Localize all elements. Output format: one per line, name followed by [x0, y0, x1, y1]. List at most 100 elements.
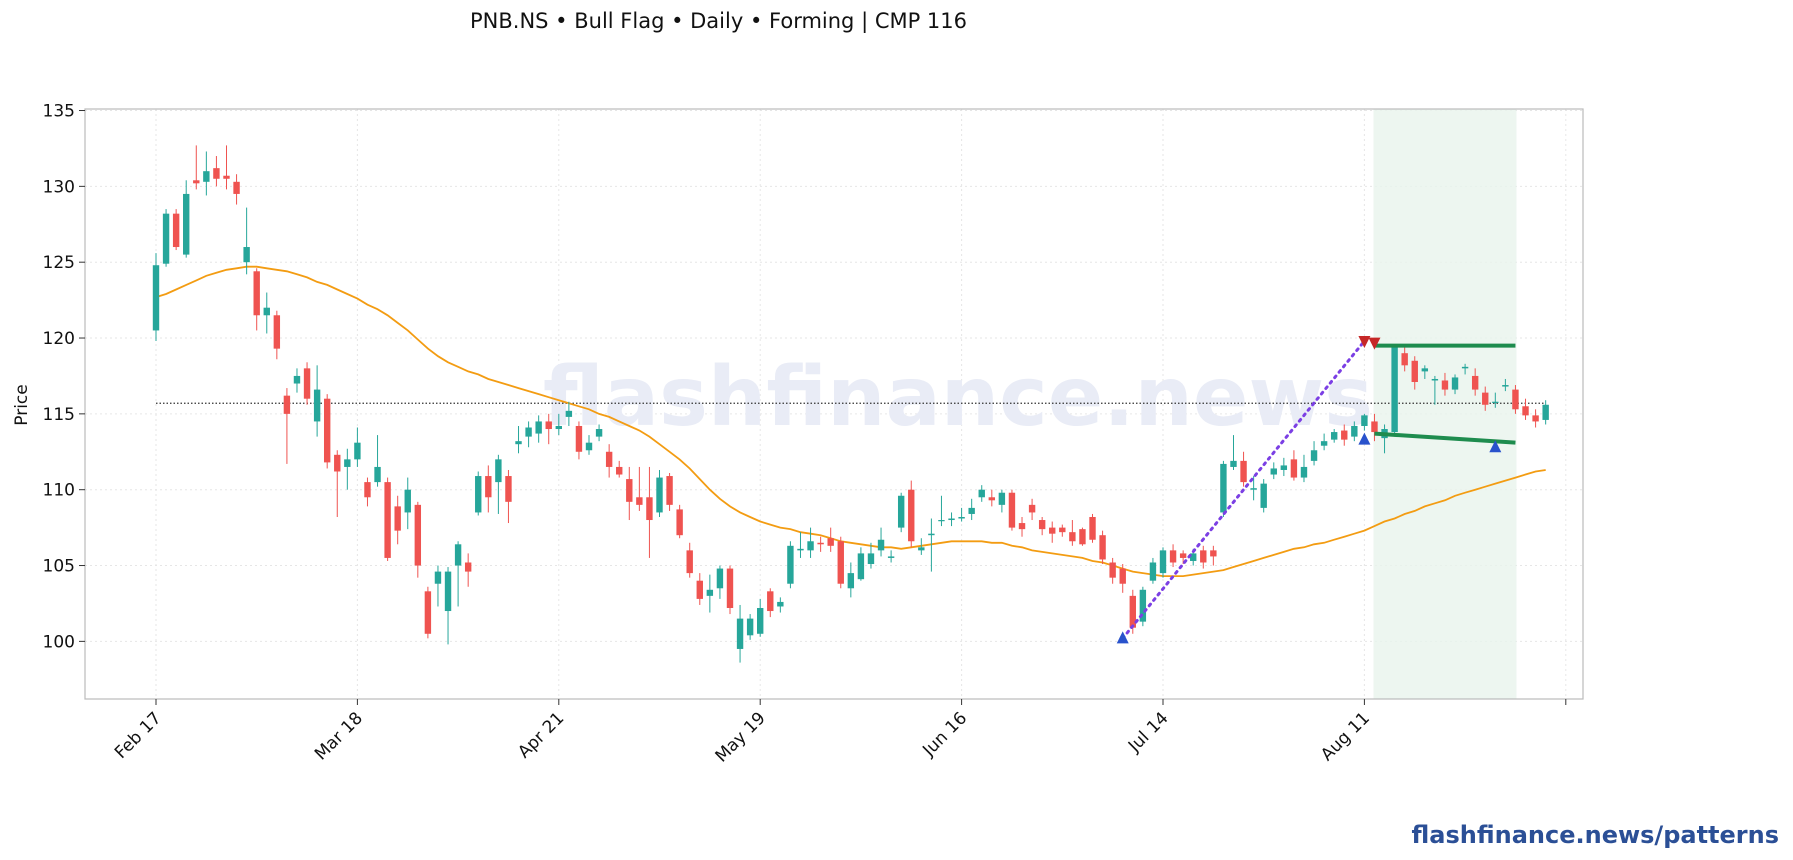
candle-body [364, 482, 371, 498]
candle-body [1018, 523, 1026, 530]
candle [414, 501, 422, 578]
candle [565, 401, 573, 426]
moving-average [155, 265, 1546, 577]
y-tick-label: 130 [43, 177, 75, 197]
candle-body [1330, 432, 1338, 440]
candle [777, 597, 784, 613]
candle [656, 469, 663, 517]
candle [1139, 586, 1147, 627]
candle-body [193, 180, 200, 184]
candle [746, 614, 754, 640]
candle [404, 477, 411, 530]
candle-body [1471, 375, 1479, 390]
candle-body [877, 539, 885, 551]
candle [464, 553, 472, 587]
candle [666, 473, 673, 511]
candle-body [1169, 550, 1177, 563]
candle [757, 598, 764, 637]
candle-body [535, 421, 542, 434]
candle-body [696, 580, 703, 599]
swing-high-marker [1358, 336, 1371, 349]
candle [344, 448, 351, 490]
candle-body [827, 538, 834, 546]
x-tick-label: Mar 18 [311, 708, 367, 764]
candle-body [1240, 460, 1247, 483]
candle [1451, 374, 1459, 395]
candle-body [313, 389, 321, 422]
candle [857, 547, 865, 581]
candle-body [1361, 415, 1368, 426]
candle [595, 424, 603, 442]
candle [867, 542, 875, 569]
candle-body [1492, 401, 1499, 403]
candle-body [1260, 483, 1267, 508]
candle-body [243, 247, 250, 263]
swing-low-marker [1116, 631, 1129, 644]
candle-body [344, 459, 351, 467]
candle [1512, 385, 1519, 414]
candle [1341, 424, 1348, 446]
candle-body [1069, 532, 1076, 542]
candle [938, 495, 945, 527]
candle [1482, 386, 1489, 411]
candle-body [515, 441, 522, 445]
candle [243, 207, 250, 275]
candle-body [424, 591, 432, 634]
candle-body [384, 482, 391, 558]
candle [1270, 462, 1277, 480]
candle [605, 444, 613, 478]
pivot-markers [1116, 336, 1502, 644]
candle [998, 489, 1006, 513]
candle [485, 465, 492, 513]
candle-body [968, 507, 975, 514]
candle-body [293, 375, 301, 384]
candle [364, 477, 371, 507]
candle [1502, 378, 1509, 392]
y-tick-label: 105 [43, 557, 75, 577]
candle-body [213, 168, 220, 179]
moving-average-line [155, 265, 1546, 577]
candle-body [847, 573, 855, 589]
candle [1471, 368, 1479, 396]
candle-body [897, 495, 905, 528]
swing-low-marker [1358, 432, 1371, 445]
candle [1260, 479, 1267, 513]
candle-body [1049, 527, 1056, 534]
plot-frame [84, 108, 1584, 700]
candle [283, 388, 291, 464]
candle [1330, 429, 1338, 443]
footer-link[interactable]: flashfinance.news/patterns [1411, 821, 1779, 849]
candle [1522, 398, 1529, 420]
candle-body [505, 476, 512, 502]
y-tick-label: 110 [43, 481, 75, 501]
candle-body [757, 607, 764, 634]
candle [1018, 516, 1026, 537]
candle [897, 492, 905, 533]
candle-body [575, 425, 583, 452]
candle-body [1270, 468, 1277, 475]
candle-body [988, 497, 996, 501]
candle [908, 480, 915, 548]
candle-body [736, 618, 744, 649]
candle [1109, 557, 1116, 584]
candle-body [656, 477, 663, 513]
candle-body [918, 547, 925, 551]
candle-body [837, 541, 844, 584]
candle-body [1522, 406, 1529, 416]
candle [968, 498, 975, 521]
candle [1099, 530, 1106, 565]
candle [384, 477, 391, 561]
candle-body [706, 589, 714, 596]
candle [555, 413, 562, 436]
candle-body [686, 550, 693, 574]
candle-body [545, 421, 552, 430]
plot-border [84, 108, 1584, 700]
candle-body [1542, 404, 1549, 420]
x-tick-label: Jul 14 [1124, 708, 1172, 756]
candle-body [1320, 441, 1328, 446]
y-tick-label: 120 [43, 329, 75, 349]
candle [807, 527, 814, 558]
candle-body [354, 442, 361, 460]
candle-body [1079, 529, 1086, 545]
